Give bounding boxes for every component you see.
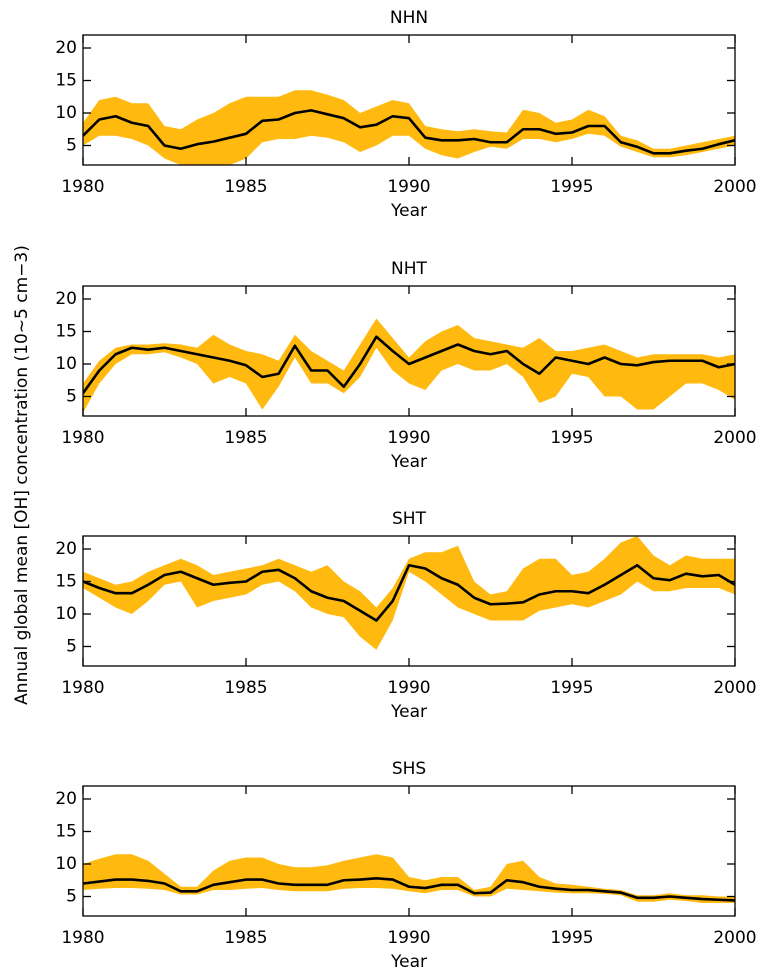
x-tick-label: 1985 [224, 928, 267, 948]
uncertainty-band [83, 90, 735, 165]
y-tick-label: 15 [55, 322, 77, 342]
panel: NHN Year 1980 1985 1990 1995 2000 5 10 15 20 [55, 8, 756, 221]
x-tick-label: 1980 [61, 928, 104, 948]
x-tick-label: 1990 [387, 928, 430, 948]
y-tick-label: 5 [66, 387, 77, 407]
y-tick-label: 15 [55, 572, 77, 592]
x-tick-label: 1995 [550, 678, 593, 698]
x-axis-title: Year [390, 452, 427, 472]
y-tick-label: 20 [55, 789, 77, 809]
panel-title: NHN [390, 8, 428, 28]
uncertainty-band [83, 536, 735, 650]
mean-line [83, 335, 735, 395]
y-tick-label: 20 [55, 289, 77, 309]
mean-line [83, 563, 735, 622]
y-tick-label: 5 [66, 136, 77, 156]
uncertainty-band [83, 318, 735, 413]
mean-line [83, 877, 735, 902]
x-tick-label: 1990 [387, 678, 430, 698]
x-tick-label: 2000 [713, 428, 756, 448]
y-axis-title: Annual global mean [OH] concentration (1… [12, 245, 32, 705]
x-tick-label: 1995 [550, 428, 593, 448]
y-tick-label: 10 [55, 604, 77, 624]
x-tick-label: 1985 [224, 428, 267, 448]
y-tick-label: 15 [55, 71, 77, 91]
x-axis-title: Year [390, 952, 427, 972]
x-tick-label: 1995 [550, 928, 593, 948]
y-tick-label: 5 [66, 637, 77, 657]
x-tick-label: 1985 [224, 678, 267, 698]
y-tick-label: 20 [55, 38, 77, 58]
y-tick-label: 10 [55, 354, 77, 374]
mean-line [83, 109, 735, 155]
y-tick-label: 5 [66, 887, 77, 907]
panel-title: NHT [391, 259, 428, 279]
y-tick-label: 20 [55, 539, 77, 559]
y-tick-label: 10 [55, 854, 77, 874]
y-tick-label: 15 [55, 822, 77, 842]
x-tick-label: 1990 [387, 428, 430, 448]
x-tick-label: 1980 [61, 678, 104, 698]
panel: SHS Year 1980 1985 1990 1995 2000 5 10 15 20 [55, 759, 756, 972]
panel: NHT Year 1980 1985 1990 1995 2000 5 10 15 20 [55, 259, 756, 472]
y-tick-label: 10 [55, 103, 77, 123]
x-axis-title: Year [390, 702, 427, 722]
x-tick-label: 1990 [387, 177, 430, 197]
x-tick-label: 1995 [550, 177, 593, 197]
x-tick-label: 1980 [61, 177, 104, 197]
x-tick-label: 2000 [713, 928, 756, 948]
x-axis-title: Year [390, 201, 427, 221]
panel-title: SHT [392, 509, 427, 529]
x-tick-label: 1985 [224, 177, 267, 197]
panel-title: SHS [392, 759, 426, 779]
uncertainty-band [83, 854, 735, 903]
x-tick-label: 1980 [61, 428, 104, 448]
x-tick-label: 2000 [713, 177, 756, 197]
x-tick-label: 2000 [713, 678, 756, 698]
panel: SHT Year 1980 1985 1990 1995 2000 5 10 15 20 [55, 509, 756, 722]
